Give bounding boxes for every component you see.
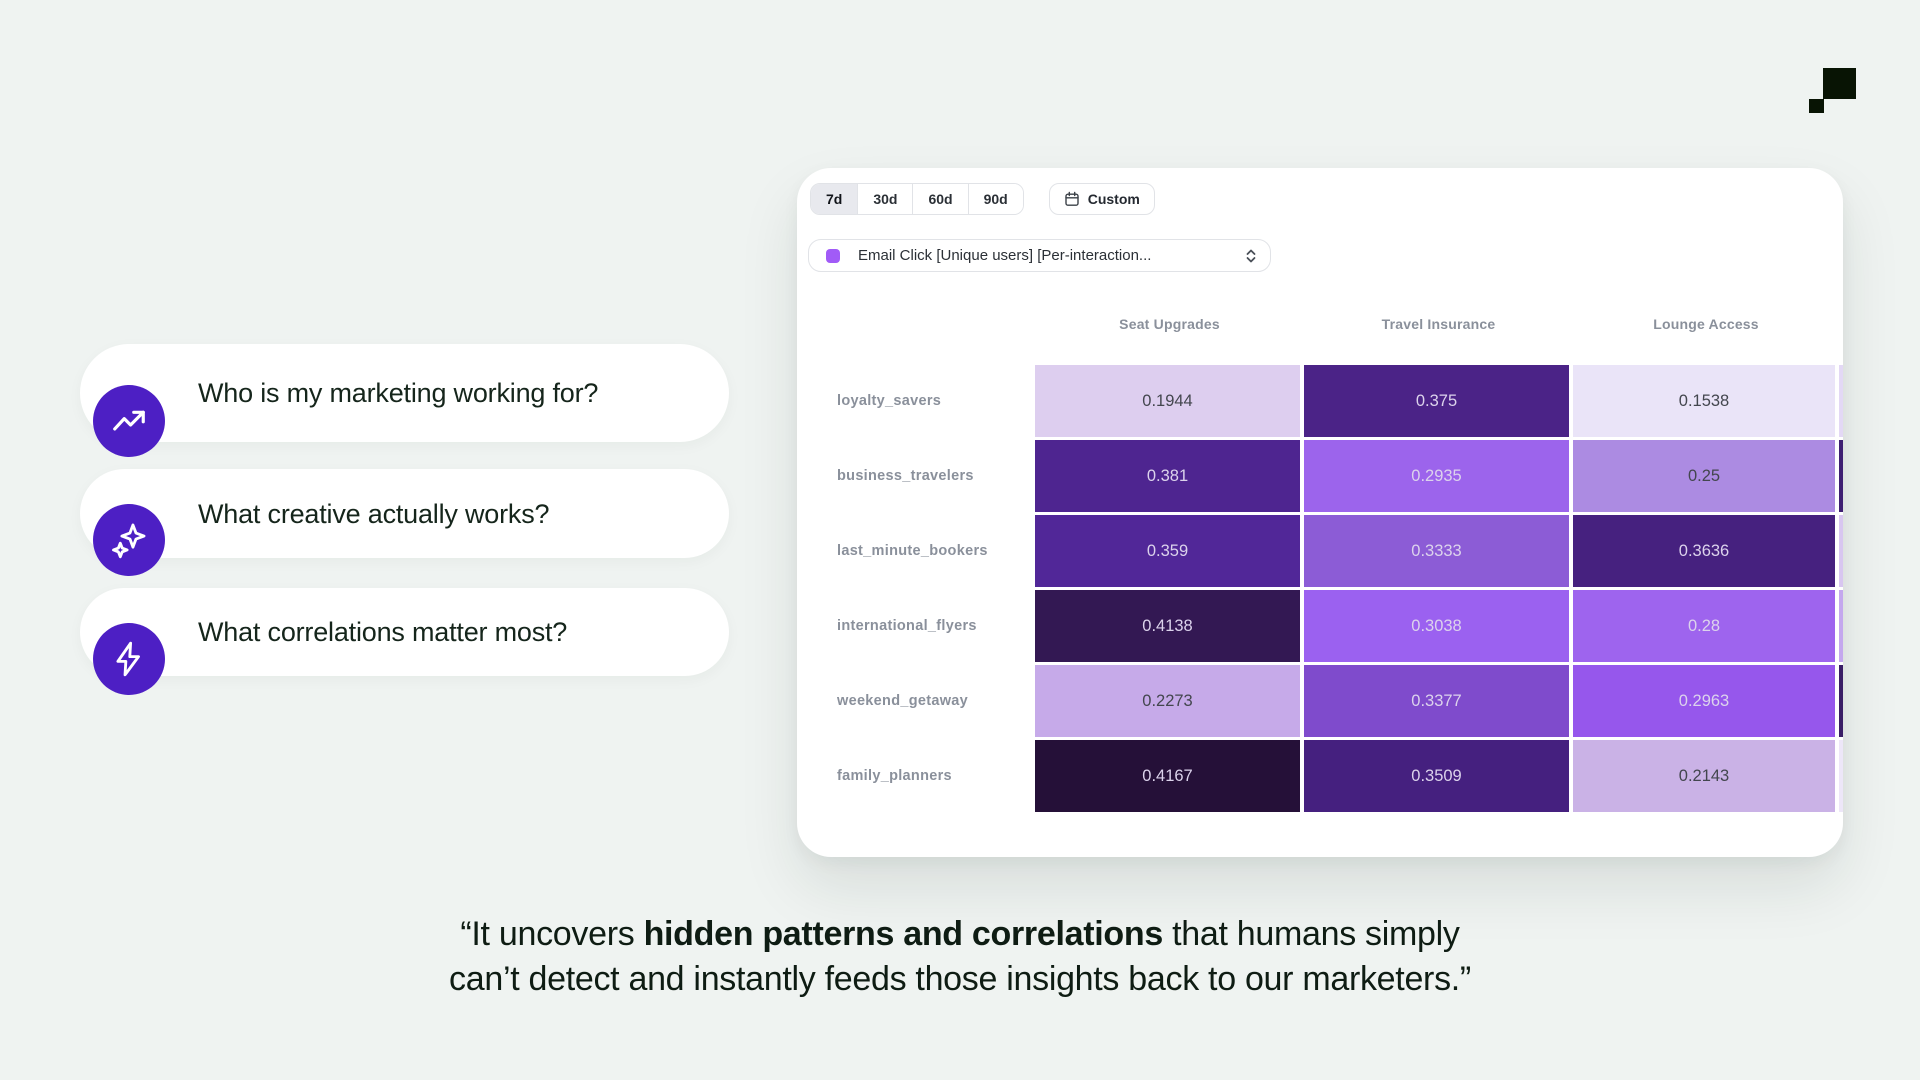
question-text: What correlations matter most?	[198, 617, 568, 647]
heatmap-row-label: weekend_getaway	[837, 693, 969, 709]
conversion-heatmap: Seat Upgrades Travel Insurance Lounge Acce…	[797, 310, 1843, 815]
trending-up-icon	[93, 385, 165, 457]
heatmap-rows: loyalty_savers 0.1944 0.375 0.1538 business_…	[797, 365, 1843, 812]
heatmap-row: international_flyers 0.4138 0.3038 0.28	[797, 590, 1843, 662]
analytics-card: 7d 30d 60d 90d Custom Email Click [Unique u…	[797, 168, 1843, 857]
heatmap-row: last_minute_bookers 0.359 0.3333 0.3636	[797, 515, 1843, 587]
heatmap-cell[interactable]: 0.375	[1304, 365, 1569, 437]
metric-color-swatch	[826, 248, 840, 263]
heatmap-overflow-cell	[1839, 440, 1843, 512]
heatmap-column-header: Lounge Access	[1653, 316, 1759, 332]
heatmap-overflow-cell	[1839, 365, 1843, 437]
heatmap-cell[interactable]: 0.2963	[1573, 665, 1835, 737]
custom-range-label: Custom	[1087, 191, 1140, 207]
heatmap-cell[interactable]: 0.1944	[1035, 365, 1300, 437]
heatmap-row-label: international_flyers	[837, 618, 977, 634]
time-range-30d[interactable]: 30d	[858, 184, 914, 214]
logo-square-large	[1823, 68, 1856, 99]
question-text: Who is my marketing working for?	[198, 378, 599, 408]
custom-range-button[interactable]: Custom	[1048, 183, 1155, 215]
calendar-icon	[1064, 191, 1080, 207]
heatmap-cell[interactable]: 0.381	[1035, 440, 1300, 512]
heatmap-cell[interactable]: 0.3333	[1304, 515, 1569, 587]
metric-select[interactable]: Email Click [Unique users] [Per-interact…	[808, 239, 1271, 272]
heatmap-cell[interactable]: 0.3377	[1304, 665, 1569, 737]
time-range-90d[interactable]: 90d	[968, 184, 1023, 214]
heatmap-row-label: last_minute_bookers	[837, 543, 988, 559]
heatmap-row: weekend_getaway 0.2273 0.3377 0.2963	[797, 665, 1843, 737]
metric-select-value: Email Click [Unique users] [Per-interact…	[858, 247, 1152, 264]
brand-logo	[1809, 68, 1857, 114]
heatmap-cell[interactable]: 0.28	[1573, 590, 1835, 662]
sparkles-icon	[93, 504, 165, 576]
question-bubble-audience[interactable]: Who is my marketing working for?	[80, 344, 729, 457]
time-range-group: 7d 30d 60d 90d	[810, 183, 1024, 215]
heatmap-row: loyalty_savers 0.1944 0.375 0.1538	[797, 365, 1843, 437]
time-range-7d[interactable]: 7d	[811, 184, 859, 214]
heatmap-cell[interactable]: 0.3636	[1573, 515, 1835, 587]
question-text: What creative actually works?	[198, 498, 550, 529]
heatmap-cell[interactable]: 0.4167	[1035, 740, 1300, 812]
heatmap-cell[interactable]: 0.4138	[1035, 590, 1300, 662]
heatmap-cell[interactable]: 0.359	[1035, 515, 1300, 587]
heatmap-overflow-cell	[1839, 515, 1843, 587]
time-range-60d[interactable]: 60d	[913, 184, 969, 214]
heatmap-row-label: business_travelers	[837, 468, 974, 484]
customer-quote: “It uncovers hidden patterns and correla…	[449, 915, 1471, 998]
question-bubble-correlations[interactable]: What correlations matter most?	[80, 588, 729, 695]
heatmap-cell[interactable]: 0.25	[1573, 440, 1835, 512]
chevron-up-down-icon	[1236, 248, 1258, 264]
lightning-bolt-icon	[93, 623, 165, 695]
heatmap-overflow-cell	[1839, 740, 1843, 812]
time-range-controls: 7d 30d 60d 90d Custom	[810, 183, 1155, 215]
heatmap-cell[interactable]: 0.1538	[1573, 365, 1835, 437]
heatmap-row-label: family_planners	[837, 768, 952, 784]
heatmap-column-header: Travel Insurance	[1381, 316, 1496, 332]
heatmap-row: business_travelers 0.381 0.2935 0.25	[797, 440, 1843, 512]
heatmap-cell[interactable]: 0.2143	[1573, 740, 1835, 812]
heatmap-cell[interactable]: 0.2935	[1304, 440, 1569, 512]
heatmap-row: family_planners 0.4167 0.3509 0.2143	[797, 740, 1843, 812]
heatmap-overflow-cell	[1839, 665, 1843, 737]
heatmap-overflow-cell	[1839, 590, 1843, 662]
heatmap-row-label: loyalty_savers	[837, 393, 942, 409]
logo-square-small	[1809, 99, 1824, 113]
question-bubble-creative[interactable]: What creative actually works?	[80, 469, 729, 576]
heatmap-column-header: Seat Upgrades	[1119, 316, 1220, 332]
heatmap-cell[interactable]: 0.3038	[1304, 590, 1569, 662]
heatmap-cell[interactable]: 0.3509	[1304, 740, 1569, 812]
heatmap-header-row: Seat Upgrades Travel Insurance Lounge Acce…	[797, 310, 1843, 338]
heatmap-cell[interactable]: 0.2273	[1035, 665, 1300, 737]
